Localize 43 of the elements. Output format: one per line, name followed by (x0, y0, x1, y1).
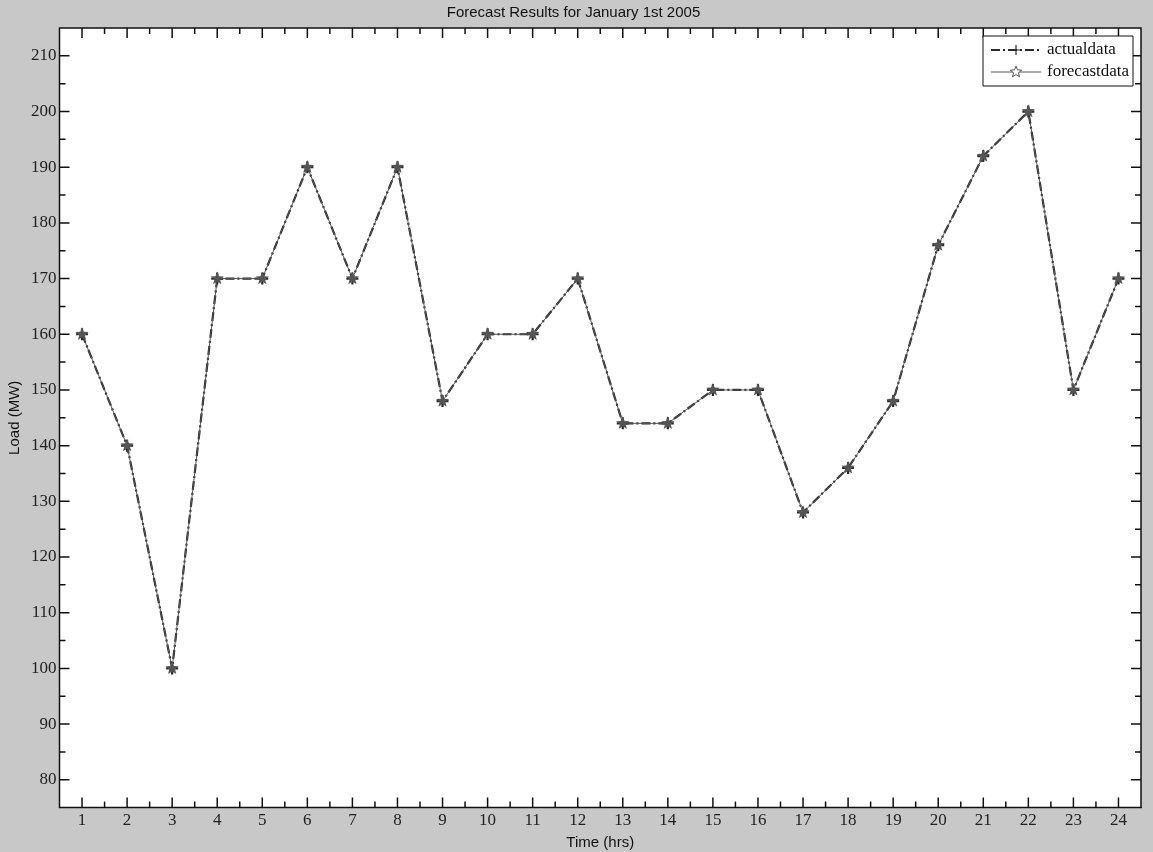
y-tick-label: 80 (39, 769, 57, 789)
y-tick-label: 200 (31, 101, 57, 120)
x-tick-label: 13 (614, 810, 632, 830)
y-tick-label: 180 (31, 212, 57, 232)
y-tick-label: 140 (31, 435, 57, 455)
x-tick-label: 14 (659, 810, 677, 830)
x-tick-label: 19 (884, 810, 902, 830)
y-tick-label: 130 (31, 490, 57, 510)
y-tick-label: 190 (31, 156, 57, 176)
x-tick-label: 21 (974, 810, 992, 830)
y-tick-label: 150 (31, 379, 57, 399)
x-tick-label: 23 (1064, 810, 1082, 830)
x-tick-label: 1 (77, 810, 87, 830)
legend-label: actualdata (1047, 39, 1117, 59)
x-tick-label: 3 (167, 810, 177, 830)
y-tick-label: 170 (31, 268, 57, 288)
x-tick-label: 6 (303, 810, 312, 830)
x-tick-label: 4 (212, 810, 222, 830)
x-tick-label: 20 (929, 810, 947, 830)
x-tick-label: 12 (569, 810, 587, 830)
x-tick-label: 9 (438, 810, 447, 830)
x-tick-label: 15 (704, 810, 722, 830)
y-tick-label: 110 (31, 602, 57, 622)
x-tick-label: 24 (1109, 810, 1128, 830)
x-tick-label: 7 (348, 810, 358, 830)
x-tick-label: 10 (479, 810, 497, 830)
legend-label: forecastdata (1047, 61, 1130, 81)
x-axis-title: Time (hrs) (566, 833, 635, 851)
x-tick-label: 8 (393, 810, 402, 830)
x-tick-label: 11 (524, 810, 541, 830)
y-tick-label: 120 (31, 546, 57, 566)
x-tick-label: 16 (749, 810, 767, 830)
x-tick-label: 17 (794, 810, 813, 830)
y-axis-title: Load (MW) (5, 380, 23, 455)
y-tick-label: 90 (39, 713, 57, 733)
x-tick-label: 2 (122, 810, 132, 830)
y-tick-label: 210 (31, 45, 57, 65)
y-tick-label: 100 (31, 657, 57, 677)
x-tick-label: 18 (839, 810, 857, 830)
x-tick-label: 22 (1019, 810, 1037, 830)
y-tick-label: 160 (31, 323, 57, 343)
chart-title: Forecast Results for January 1st 2005 (446, 3, 701, 21)
x-tick-label: 5 (258, 810, 267, 830)
